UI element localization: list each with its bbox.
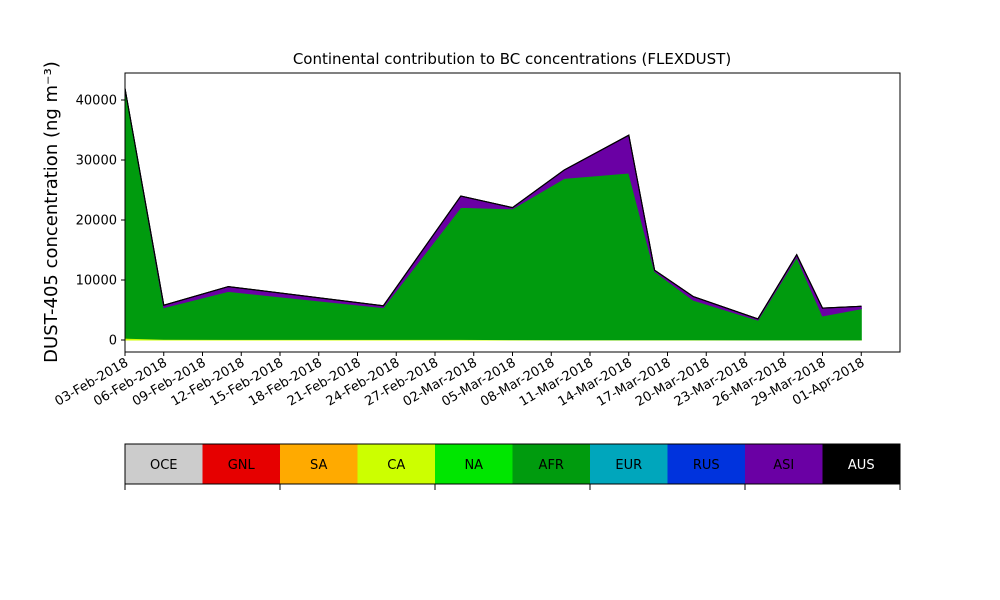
legend-swatch-aus (822, 444, 901, 484)
legend-label-rus: RUS (693, 458, 720, 473)
legend-label-eur: EUR (615, 458, 642, 473)
legend-label-afr: AFR (539, 458, 564, 473)
legend-frame (124, 443, 901, 485)
area-layers (124, 88, 862, 341)
plot-frame (124, 72, 901, 353)
x-axis: 03-Feb-201806-Feb-201809-Feb-201812-Feb-… (52, 352, 867, 410)
legend-swatch-eur (590, 444, 668, 484)
legend-swatch-afr (512, 444, 591, 484)
legend-swatch-ca (357, 444, 436, 484)
legend-swatch-gnl (202, 444, 281, 484)
legend-swatch-rus (667, 444, 746, 484)
legend-swatch-na (435, 444, 513, 484)
y-tick-label: 0 (109, 334, 117, 349)
legend-label-aus: AUS (848, 458, 875, 473)
y-tick-label: 30000 (76, 154, 117, 169)
legend-label-na: NA (464, 458, 483, 473)
y-tick-label: 10000 (76, 274, 117, 289)
legend-label-gnl: GNL (228, 458, 256, 473)
legend-swatch-asi (745, 444, 823, 484)
y-axis: 0 10000 20000 30000 40000 (76, 94, 125, 349)
legend-swatch-oce (125, 444, 203, 484)
legend-label-ca: CA (387, 458, 405, 473)
legend-label-asi: ASI (773, 458, 794, 473)
chart-title: Continental contribution to BC concentra… (293, 50, 731, 68)
y-tick-label: 20000 (76, 214, 117, 229)
legend-label-oce: OCE (150, 458, 178, 473)
total-outline (124, 88, 862, 320)
legend-swatch-sa (280, 444, 358, 484)
y-axis-label: DUST-405 concentration (ng m⁻³) (41, 61, 62, 363)
y-tick-label: 40000 (76, 94, 117, 109)
legend: OCE GNL SA CA NA AFR EUR RUS ASI AUS (124, 443, 901, 490)
area-afr (124, 88, 862, 341)
legend-label-sa: SA (310, 458, 327, 473)
